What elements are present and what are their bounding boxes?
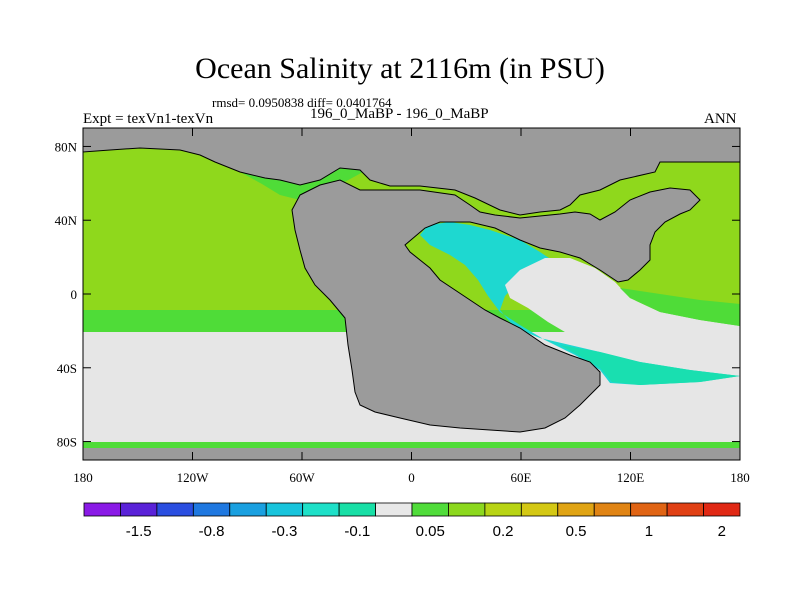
colorbar-label: -0.3 (272, 523, 298, 540)
east-coastal-field (620, 288, 740, 326)
colorbar-label: 2 (718, 523, 726, 540)
land-pangea (291, 179, 701, 433)
lon-tick-label: 120W (177, 470, 210, 485)
tethys-cyan-field (420, 222, 740, 385)
lat-tick-label: 80S (57, 435, 77, 450)
tethys-cyan-green-field (560, 345, 740, 385)
colorbar-swatch (338, 502, 376, 517)
colorbar-swatch (520, 502, 559, 517)
colorbar-swatch (448, 502, 486, 517)
experiment-label: Expt = texVn1-texVn (83, 111, 214, 127)
lon-tick-label: 60W (289, 470, 315, 485)
season-label: ANN (704, 111, 737, 127)
land-north (82, 127, 741, 216)
lat-tick-label: 40N (55, 213, 78, 228)
lon-tick-label: 180 (73, 470, 93, 485)
colorbar-swatch (156, 502, 194, 517)
colorbar-label: 0.05 (416, 523, 445, 540)
colorbar-swatch (192, 502, 231, 517)
colorbar-swatch (557, 502, 595, 517)
colorbar-swatch (265, 502, 304, 517)
antarctic-margin-field (83, 442, 740, 448)
colorbar-swatch (375, 502, 413, 517)
lon-tick-label: 120E (617, 470, 645, 485)
lon-tick-label: 0 (408, 470, 415, 485)
colorbar-swatch (484, 502, 522, 517)
colorbar-swatch (411, 502, 449, 517)
page-title: Ocean Salinity at 2116m (in PSU) (195, 52, 605, 85)
colorbar-swatch (120, 502, 158, 517)
lon-tick-label: 180 (730, 470, 750, 485)
colorbar-label: 0.5 (566, 523, 587, 540)
colorbar-swatch (593, 502, 632, 517)
stats-label: rmsd= 0.0950838 diff= 0.0401764 (212, 95, 392, 110)
tethys-near-zero-field (505, 258, 740, 370)
colorbar-swatch (229, 502, 267, 517)
colorbar: -1.5 -0.8 -0.3 -0.1 0.05 0.2 0.5 1 2 (83, 502, 741, 540)
period-label: 196_0_MaBP - 196_0_MaBP (310, 106, 489, 122)
colorbar-swatch (666, 502, 704, 517)
colorbar-swatch (302, 502, 340, 517)
colorbar-swatch (83, 502, 121, 517)
colorbar-label: -0.1 (344, 523, 370, 540)
lat-tick-label: 80N (55, 139, 78, 154)
colorbar-label: -0.8 (199, 523, 225, 540)
map-panel (82, 127, 741, 460)
colorbar-label: 1 (645, 523, 653, 540)
lon-tick-label: 60E (511, 470, 532, 485)
colorbar-label: 0.2 (493, 523, 514, 540)
colorbar-swatch (703, 502, 741, 517)
colorbar-swatch (630, 502, 668, 517)
lat-tick-label: 0 (71, 287, 78, 302)
colorbar-label: -1.5 (126, 523, 152, 540)
axis-ticks: 180 120W 60W 0 60E 120E 180 80N 40N 0 40S 80S (55, 128, 750, 485)
lat-tick-label: 40S (57, 361, 77, 376)
